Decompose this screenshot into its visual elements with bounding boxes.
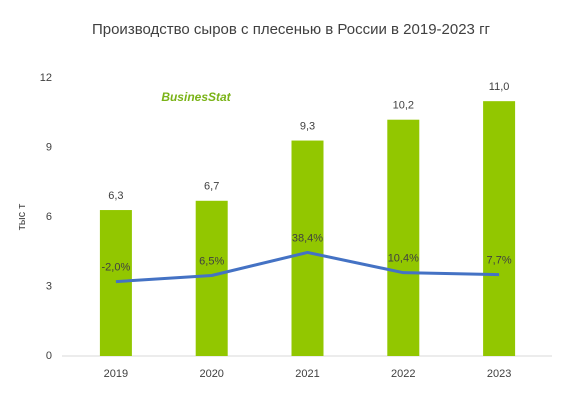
- data-label: 9,3: [300, 120, 315, 132]
- data-label: 11,0: [489, 81, 510, 93]
- y-tick-label: 3: [46, 280, 52, 292]
- line-label: 10,4%: [388, 253, 419, 265]
- y-tick-label: 9: [46, 141, 52, 153]
- bar: [291, 140, 324, 356]
- line-label: 38,4%: [292, 232, 323, 244]
- y-tick-label: 0: [46, 350, 52, 362]
- y-axis-label: тыс т: [16, 204, 28, 231]
- line: [115, 250, 500, 284]
- y-tick-label: 6: [46, 211, 52, 223]
- x-tick-label: 2019: [104, 368, 128, 380]
- x-tick-label: 2020: [199, 368, 223, 380]
- bar: [99, 210, 132, 356]
- chart-title: Производство сыров с плесенью в России в…: [92, 21, 491, 38]
- line-label: 7,7%: [487, 255, 512, 267]
- bar: [483, 101, 516, 357]
- bar: [195, 200, 228, 356]
- y-tick-label: 12: [40, 72, 52, 84]
- bar: [387, 119, 420, 356]
- line-label: -2,0%: [102, 262, 131, 274]
- data-label: 6,3: [108, 190, 123, 202]
- x-tick-label: 2021: [295, 368, 319, 380]
- x-tick-label: 2022: [391, 368, 415, 380]
- x-tick-label: 2023: [487, 368, 511, 380]
- logo: BusinesStat: [161, 90, 231, 104]
- data-label: 10,2: [393, 100, 414, 112]
- line-label: 6,5%: [199, 255, 224, 267]
- data-label: 6,7: [204, 181, 219, 193]
